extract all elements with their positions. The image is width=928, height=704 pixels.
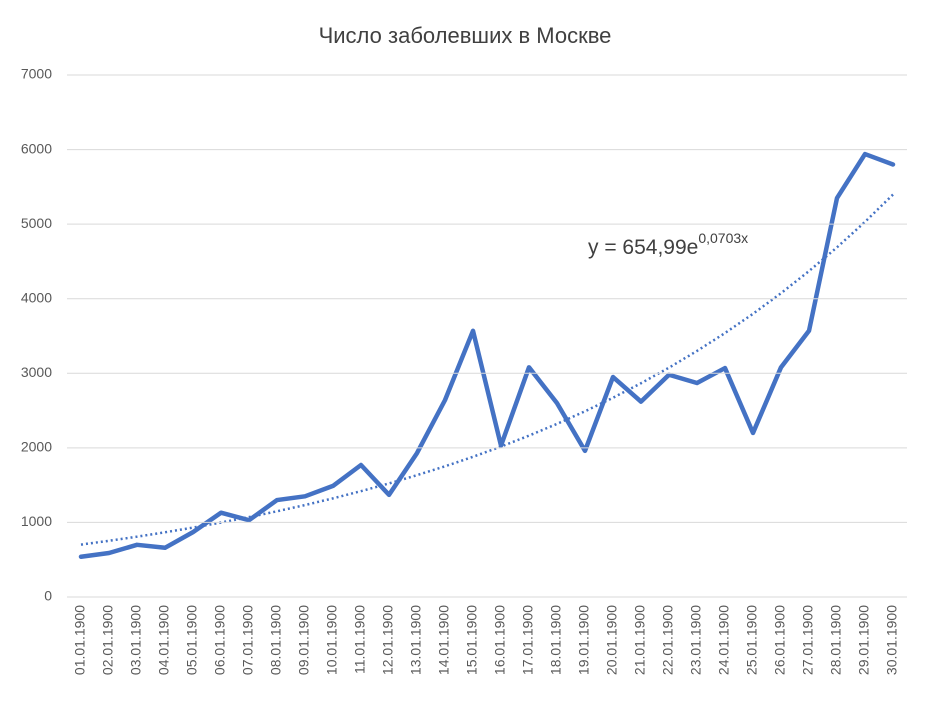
- x-tick-label: 18.01.1900: [548, 605, 564, 675]
- x-tick-label: 05.01.1900: [184, 605, 200, 675]
- y-tick-label: 4000: [21, 289, 52, 305]
- x-tick-label: 23.01.1900: [688, 605, 704, 675]
- x-tick-label: 08.01.1900: [268, 605, 284, 675]
- x-tick-label: 04.01.1900: [156, 605, 172, 675]
- x-tick-label: 02.01.1900: [100, 605, 116, 675]
- y-tick-label: 7000: [21, 66, 52, 82]
- x-tick-label: 09.01.1900: [296, 605, 312, 675]
- x-tick-label: 25.01.1900: [744, 605, 760, 675]
- trendline-equation: y = 654,99e0,0703x: [588, 230, 748, 259]
- y-tick-label: 1000: [21, 513, 52, 529]
- chart-title: Число заболевших в Москве: [319, 23, 612, 48]
- x-tick-label: 29.01.1900: [856, 605, 872, 675]
- x-tick-label: 22.01.1900: [660, 605, 676, 675]
- x-tick-label: 17.01.1900: [520, 605, 536, 675]
- x-tick-label: 03.01.1900: [128, 605, 144, 675]
- x-tick-label: 01.01.1900: [72, 605, 88, 675]
- x-tick-label: 19.01.1900: [576, 605, 592, 675]
- y-tick-label: 5000: [21, 215, 52, 231]
- x-tick-label: 06.01.1900: [212, 605, 228, 675]
- y-tick-label: 2000: [21, 439, 52, 455]
- y-tick-label: 3000: [21, 364, 52, 380]
- x-tick-label: 28.01.1900: [828, 605, 844, 675]
- y-tick-label: 0: [44, 588, 52, 604]
- x-tick-label: 30.01.1900: [884, 605, 900, 675]
- equation-exponent: 0,0703x: [698, 230, 748, 246]
- data-line: [78, 151, 896, 559]
- x-tick-label: 10.01.1900: [324, 605, 340, 675]
- x-tick-label: 14.01.1900: [436, 605, 452, 675]
- y-tick-label: 6000: [21, 140, 52, 156]
- x-tick-label: 12.01.1900: [380, 605, 396, 675]
- x-tick-label: 16.01.1900: [492, 605, 508, 675]
- x-tick-label: 27.01.1900: [800, 605, 816, 675]
- x-tick-label: 15.01.1900: [464, 605, 480, 675]
- equation-base: y = 654,99e: [588, 236, 698, 259]
- x-tick-label: 07.01.1900: [240, 605, 256, 675]
- x-tick-label: 11.01.1900: [352, 605, 368, 674]
- x-tick-label: 24.01.1900: [716, 605, 732, 675]
- x-tick-label: 13.01.1900: [408, 605, 424, 675]
- x-tick-label: 26.01.1900: [772, 605, 788, 675]
- x-tick-label: 21.01.1900: [632, 605, 648, 675]
- x-tick-label: 20.01.1900: [604, 605, 620, 675]
